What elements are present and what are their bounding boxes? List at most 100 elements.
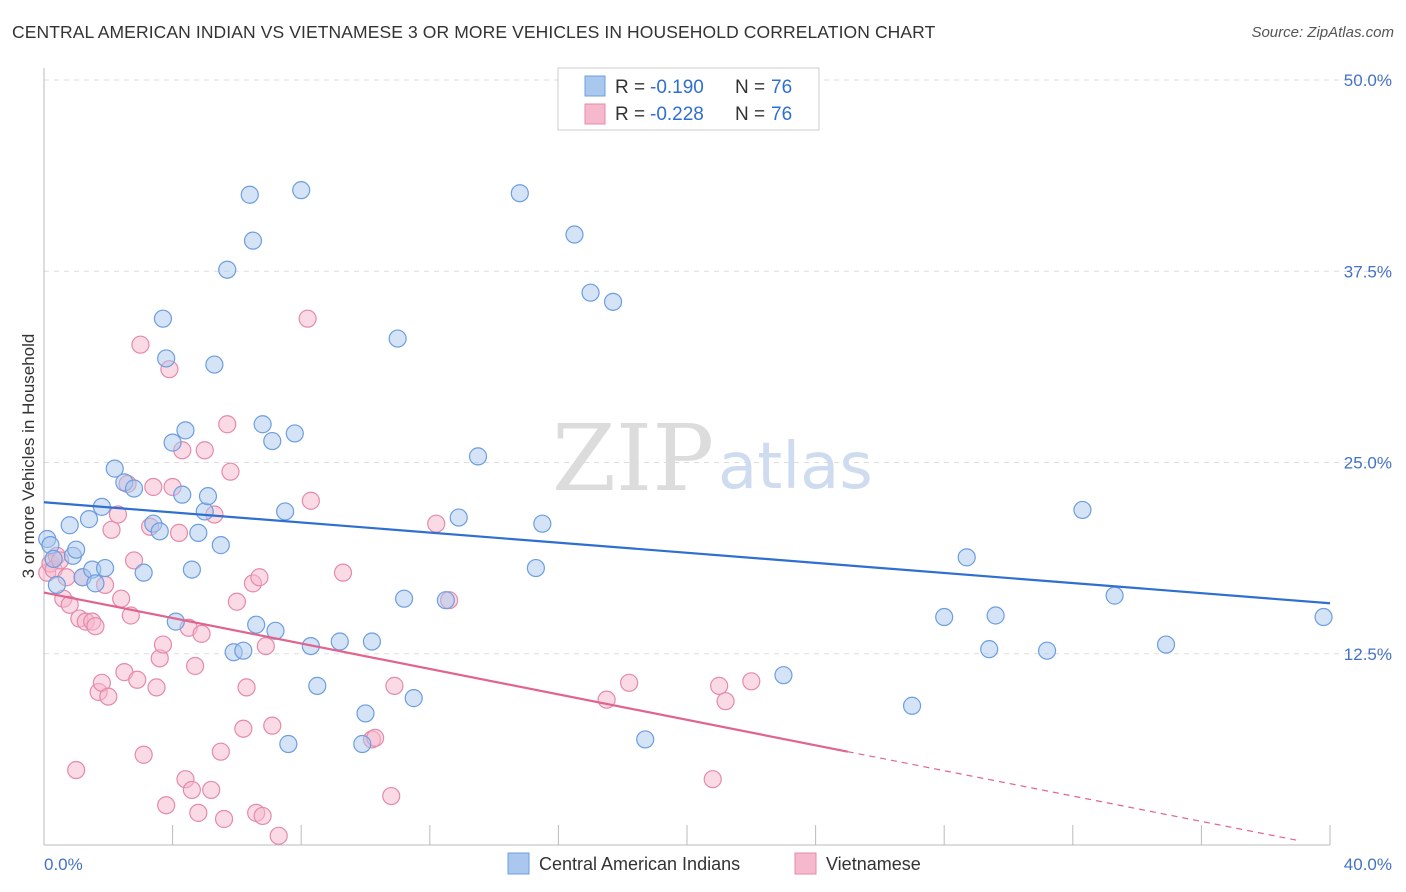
central-american-indian-point-30 [211,536,230,555]
gridlines [44,79,1392,655]
vietnamese-point-19 [108,505,128,524]
central-american-indian-point-54 [449,508,468,527]
central-american-indian-point-21 [163,433,182,452]
vietnamese-point-71 [620,673,639,692]
central-american-indian-point-67 [980,640,999,659]
central-american-indian-point-40 [276,502,295,521]
vietnamese-point-49 [218,415,237,434]
vietnamese-point-45 [202,780,221,800]
central-american-indian-points [38,181,1333,754]
legend-swatch-pink [584,103,606,125]
legend-swatch-blue [584,75,606,97]
vietnamese-point-17 [99,687,118,706]
central-american-indian-point-47 [353,734,372,754]
central-american-indian-point-66 [957,548,976,567]
legend-n-label-2: N = [735,104,765,125]
vietnamese-point-48 [214,809,234,829]
central-american-indian-point-19 [153,309,173,328]
central-american-indian-point-35 [243,231,263,250]
vietnamese-point-20 [112,589,131,608]
vietnamese-point-44 [195,441,214,460]
chart-source: Source: ZipAtlas.com [1251,24,1394,41]
vietnamese-point-75 [742,672,761,691]
central-american-indian-point-71 [1105,586,1124,605]
y-tick-labels: 12.5% 25.0% 37.5% 50.0% [1344,71,1392,664]
legend-n-value-2: 76 [771,104,792,125]
vietnamese-point-41 [186,656,205,676]
central-american-indian-point-6 [67,540,86,559]
bottom-legend-label-pink: Vietnamese [826,854,921,874]
bottom-legend-swatch-blue [507,852,530,875]
central-american-indian-point-48 [356,704,375,723]
vietnamese-point-53 [237,678,256,697]
central-american-indian-point-46 [330,632,349,651]
vietnamese-point-73 [710,676,729,695]
central-american-indian-point-65 [935,607,954,627]
central-american-indian-point-31 [218,260,237,279]
central-american-indian-point-12 [95,558,115,578]
trend-line-vietnamese [43,591,848,753]
vietnamese-point-61 [298,309,317,328]
central-american-indian-point-16 [134,563,153,582]
central-american-indian-point-25 [182,560,201,579]
legend-r-value-2: -0.228 [650,104,704,125]
vietnamese-point-72 [703,770,722,789]
watermark: ZIP atlas [552,405,873,512]
trend-line-central-american-indians [43,501,1331,605]
central-american-indian-point-13 [105,459,124,478]
central-american-indian-point-41 [279,734,298,754]
bottom-legend: Central American Indians Vietnamese [507,852,921,875]
central-american-indian-point-3 [47,575,66,595]
x-tick-label-max: 40.0% [1344,855,1392,874]
vietnamese-point-27 [134,745,153,764]
central-american-indian-point-72 [1156,635,1176,654]
central-american-indian-point-26 [189,523,208,542]
vietnamese-point-59 [263,716,282,735]
vietnamese-point-7 [60,595,79,614]
vietnamese-point-56 [250,568,269,587]
chart-title: CENTRAL AMERICAN INDIAN VS VIETNAMESE 3 … [12,22,936,42]
central-american-indian-point-55 [468,447,488,466]
vietnamese-point-67 [385,676,404,695]
legend-n-value-1: 76 [771,77,792,98]
vietnamese-point-66 [382,786,401,806]
central-american-indian-point-64 [902,696,922,715]
watermark-zip: ZIP [552,405,714,512]
vietnamese-point-30 [147,678,166,697]
central-american-indian-point-63 [774,666,793,685]
legend-r-value-1: -0.190 [650,77,704,98]
vietnamese-point-40 [182,780,201,800]
central-american-indian-point-8 [79,510,99,529]
central-american-indian-point-68 [986,606,1005,625]
vietnamese-point-33 [157,796,176,815]
central-american-indian-point-49 [362,632,382,651]
vietnamese-point-60 [269,826,288,845]
vietnamese-point-26 [131,335,150,354]
vietnamese-point-51 [227,592,246,611]
vietnamese-point-47 [211,742,230,761]
x-tick-label-min: 0.0% [44,855,83,874]
central-american-indian-point-37 [253,415,272,434]
central-american-indian-point-15 [124,479,144,498]
central-american-indian-point-57 [526,558,545,578]
central-american-indian-point-43 [292,181,311,200]
legend-r-label-1: R = [615,77,645,98]
vietnamese-point-74 [716,692,735,711]
legend-r-label-2: R = [615,104,645,125]
central-american-indian-point-52 [404,689,423,708]
y-tick-label-3: 50.0% [1344,71,1392,90]
central-american-indian-point-28 [198,487,218,506]
central-american-indian-point-10 [86,574,105,593]
watermark-atlas: atlas [718,430,873,504]
central-american-indian-point-60 [581,283,600,302]
y-tick-label-1: 25.0% [1344,454,1392,473]
central-american-indian-point-51 [394,589,414,608]
central-american-indian-point-73 [1314,607,1333,627]
vietnamese-point-43 [192,624,211,643]
central-american-indian-point-2 [44,549,63,568]
vietnamese-point-36 [169,523,189,542]
central-american-indian-point-24 [176,421,195,440]
central-american-indian-point-27 [195,502,214,521]
central-american-indian-point-45 [308,676,327,695]
